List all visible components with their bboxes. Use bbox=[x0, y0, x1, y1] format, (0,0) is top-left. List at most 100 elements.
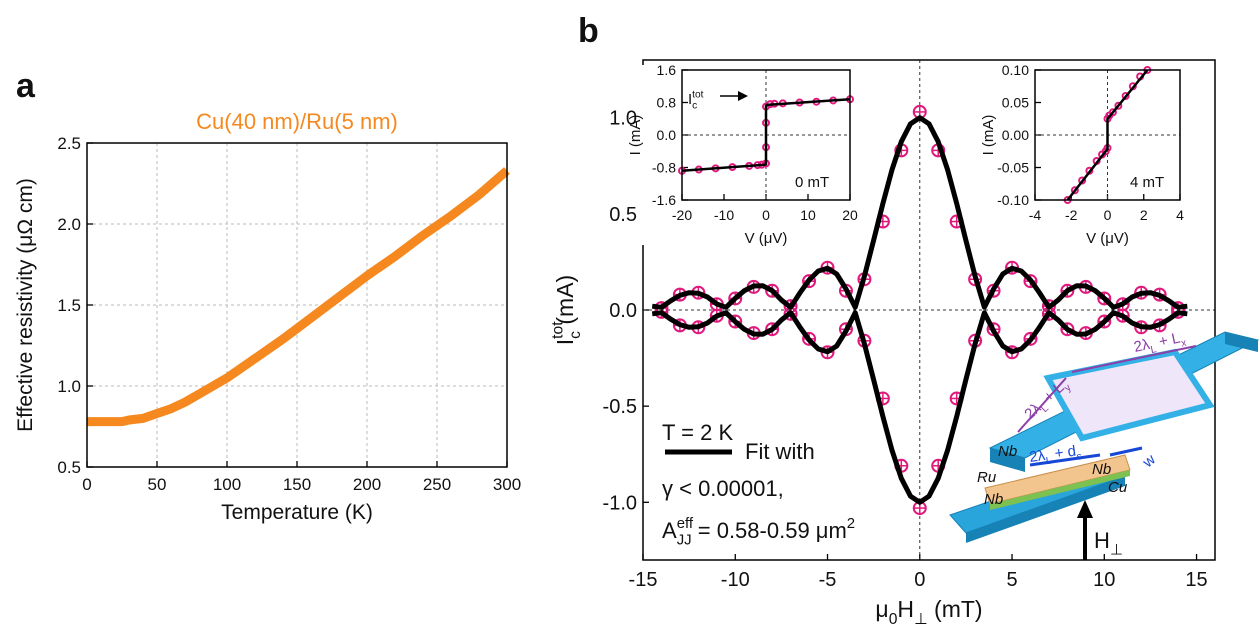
label-part: ⊥ bbox=[914, 611, 928, 628]
label-part: JJ bbox=[677, 532, 692, 549]
x-tick-label: -20 bbox=[672, 207, 692, 223]
x-tick-label: -2 bbox=[1065, 207, 1078, 223]
dimension-arrow bbox=[1017, 377, 1067, 433]
y-tick-label: -0.8 bbox=[652, 159, 676, 175]
x-tick-label: 10 bbox=[800, 207, 816, 223]
label-part: Ru bbox=[977, 469, 997, 486]
x-tick-label: 15 bbox=[1185, 569, 1207, 591]
series-line bbox=[651, 310, 1188, 505]
label-part: c bbox=[692, 101, 697, 112]
schematic-label: H⊥ bbox=[1094, 528, 1123, 559]
label-part: y bbox=[1063, 382, 1075, 394]
label-part: L bbox=[1039, 403, 1051, 415]
marker-ring bbox=[1078, 176, 1087, 185]
marker-ring bbox=[1114, 101, 1123, 110]
x-tick-label: 2 bbox=[1140, 207, 1148, 223]
x-tick-label: 0 bbox=[914, 569, 925, 591]
annotation: T = 2 K bbox=[662, 420, 733, 445]
schematic-label: Nb bbox=[1092, 461, 1111, 478]
x-tick-label: 100 bbox=[213, 475, 241, 494]
y-tick-label: 2.0 bbox=[57, 215, 81, 234]
label-part: 2 bbox=[847, 515, 855, 532]
panel-label: a bbox=[16, 67, 36, 105]
inset-background bbox=[990, 65, 1190, 245]
schematic-label: w bbox=[1139, 451, 1159, 472]
annotation: Aeff JJ = 0.58-0.59 μm2 bbox=[662, 515, 855, 549]
label-part: + d bbox=[1049, 443, 1077, 463]
annotation: 4 mT bbox=[1130, 174, 1164, 191]
y-tick-label: -0.05 bbox=[997, 159, 1029, 175]
label-part: w bbox=[1139, 451, 1159, 472]
x-tick-label: 200 bbox=[353, 475, 381, 494]
y-tick-label: 1.6 bbox=[657, 62, 677, 78]
nb-bottom-face bbox=[966, 476, 1125, 543]
plot-frame bbox=[681, 69, 851, 201]
x-tick-label: 20 bbox=[842, 207, 858, 223]
y-tick-label: 0.5 bbox=[57, 458, 81, 477]
label-part: γ < 0.00001, bbox=[662, 476, 784, 501]
label-part: Fit with bbox=[745, 439, 815, 464]
data-point bbox=[1078, 176, 1087, 185]
label-part: (mA) bbox=[552, 275, 578, 331]
inset-background bbox=[637, 65, 860, 245]
series-line bbox=[651, 115, 1188, 310]
schematic-label: Ru bbox=[977, 469, 997, 486]
data-point bbox=[1114, 101, 1123, 110]
label-part: + L bbox=[1153, 330, 1181, 352]
x-tick-label: 300 bbox=[493, 475, 521, 494]
label-part: (mT) bbox=[928, 596, 983, 622]
schematic-label: Nb bbox=[984, 491, 1003, 508]
dimension-arrow bbox=[1029, 453, 1101, 467]
x-tick-label: -4 bbox=[1029, 207, 1042, 223]
schematic-label: Nb bbox=[998, 443, 1017, 460]
x-axis-label: V (μV) bbox=[745, 230, 788, 247]
annotation: γ < 0.00001, bbox=[662, 476, 784, 501]
data-point bbox=[1070, 186, 1079, 195]
label-part: Nb bbox=[998, 443, 1017, 460]
x-tick-label: 10 bbox=[1093, 569, 1115, 591]
label-part: A bbox=[662, 518, 677, 543]
label-part: 4 mT bbox=[1130, 174, 1164, 191]
junction-area bbox=[1043, 348, 1215, 442]
y-tick-label: 1.0 bbox=[57, 377, 81, 396]
label-part: L bbox=[1045, 455, 1052, 467]
label-part: H bbox=[897, 596, 914, 622]
annotation: Itot c bbox=[688, 89, 704, 111]
label-part: c bbox=[567, 331, 584, 339]
y-tick-label: -0.10 bbox=[997, 192, 1029, 208]
label-part: 2λ bbox=[1028, 447, 1047, 466]
series-line bbox=[1066, 69, 1149, 201]
annotation: Fit with bbox=[745, 439, 815, 464]
x-tick-label: -10 bbox=[721, 569, 750, 591]
plot-frame bbox=[642, 59, 1216, 561]
label-part: Nb bbox=[1092, 461, 1111, 478]
schematic-label: 2λL + ds bbox=[1028, 442, 1082, 470]
x-axis-label: Temperature (K) bbox=[221, 501, 373, 524]
x-tick-label: 0 bbox=[1104, 207, 1112, 223]
nb-top-face bbox=[990, 448, 1025, 472]
x-tick-label: 50 bbox=[148, 475, 167, 494]
y-tick-label: -1.0 bbox=[603, 492, 637, 514]
label-part: tot bbox=[550, 321, 567, 339]
label-part: 2λ bbox=[1021, 399, 1045, 423]
x-tick-label: 5 bbox=[1006, 569, 1017, 591]
panel-label: b bbox=[578, 12, 599, 50]
label-part: T = 2 K bbox=[662, 420, 733, 445]
label-part: x bbox=[1180, 338, 1187, 350]
label-part: L bbox=[1150, 344, 1158, 356]
label-part: 0 bbox=[889, 611, 898, 628]
x-tick-label: 0 bbox=[762, 207, 770, 223]
label-part: s bbox=[1076, 451, 1083, 463]
chart-title: Cu(40 nm)/Ru(5 nm) bbox=[196, 109, 398, 134]
y-tick-label: 2.5 bbox=[57, 134, 81, 153]
schematic-label: Cu bbox=[1108, 479, 1128, 496]
x-tick-label: -15 bbox=[629, 569, 658, 591]
x-tick-label: -10 bbox=[714, 207, 734, 223]
label-part: I bbox=[552, 339, 578, 345]
x-tick-label: 0 bbox=[82, 475, 91, 494]
label-part: 0 mT bbox=[795, 174, 829, 191]
label-part: eff bbox=[677, 515, 694, 532]
x-tick-label: 150 bbox=[283, 475, 311, 494]
label-part: H bbox=[1094, 528, 1110, 553]
